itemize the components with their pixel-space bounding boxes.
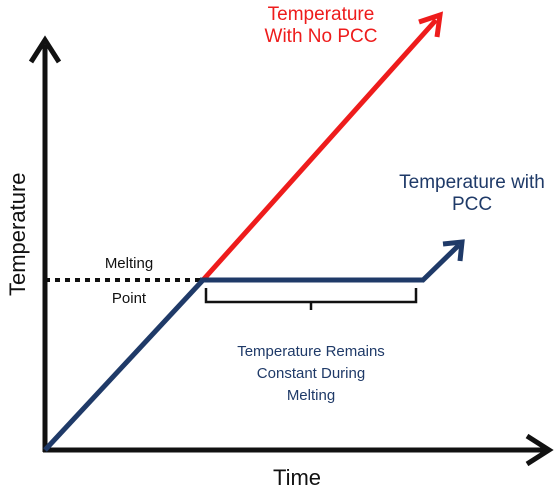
plateau-note: Temperature Remains Constant During Melt… xyxy=(211,341,411,406)
pcc-label-line1: Temperature with xyxy=(399,172,545,193)
plateau-note-line3: Melting xyxy=(286,386,336,404)
no-pcc-label-line1: Temperature xyxy=(267,4,375,25)
no-pcc-label-line2: With No PCC xyxy=(264,25,378,47)
no-pcc-line xyxy=(201,18,438,282)
pcc-rise-line xyxy=(43,278,205,452)
y-axis-arrowhead xyxy=(28,35,62,64)
plateau-note-line2: Constant During xyxy=(256,364,366,382)
x-axis-arrowhead xyxy=(525,433,554,467)
pcc-label-line2: PCC xyxy=(451,193,493,215)
no-pcc-label: Temperature With No PCC xyxy=(236,4,406,48)
y-axis-title: Temperature xyxy=(5,172,30,296)
melting-point-label-top: Melting xyxy=(104,255,154,272)
plateau-bracket xyxy=(204,288,418,310)
no-pcc-arrowhead xyxy=(418,11,444,38)
plateau-note-line1: Temperature Remains xyxy=(237,343,385,360)
x-axis-title: Time xyxy=(272,465,322,490)
pcc-arrowhead xyxy=(442,239,465,262)
melting-point-label-bottom: Point xyxy=(111,290,147,307)
pcc-final-rise-line xyxy=(420,243,461,283)
pcc-label: Temperature with PCC xyxy=(384,172,560,216)
